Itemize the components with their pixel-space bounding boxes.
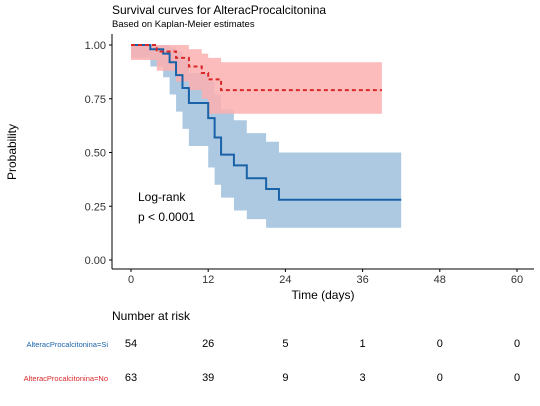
y-tick-label: 0.75 — [85, 94, 106, 106]
risk-row-label: AlteracProcalcitonina=No — [23, 374, 108, 383]
logrank-label: Log-rank — [138, 190, 186, 204]
chart-subtitle: Based on Kaplan-Meier estimates — [112, 19, 255, 30]
risk-count: 0 — [513, 338, 521, 350]
risk-count: 0 — [436, 338, 443, 350]
risk-count: 39 — [202, 372, 215, 384]
x-tick-label: 48 — [434, 274, 446, 286]
survival-line-2 — [131, 44, 382, 92]
y-tick-label: 0.50 — [85, 148, 106, 160]
y-tick-label: 0.25 — [85, 201, 106, 213]
x-tick-label: 36 — [356, 274, 368, 286]
risk-count: 0 — [513, 372, 521, 384]
risk-count: 9 — [282, 372, 289, 384]
pvalue-label: p < 0.0001 — [138, 210, 196, 224]
ci-band-1 — [131, 45, 402, 228]
risk-count: 0 — [436, 372, 443, 384]
risk-count: 1 — [359, 338, 366, 350]
risk-count: 54 — [124, 338, 138, 350]
y-tick-label: 1.00 — [85, 40, 106, 52]
risk-count: 26 — [202, 338, 215, 350]
y-tick-label: 0.00 — [85, 255, 106, 267]
risk-count: 3 — [359, 372, 366, 384]
x-tick-label: 12 — [202, 274, 214, 286]
risk-count: 5 — [282, 338, 289, 350]
x-tick-label: 0 — [128, 274, 134, 286]
y-axis-label: Probability — [5, 123, 19, 181]
x-axis-label: Time (days) — [292, 288, 355, 302]
x-tick-label: 60 — [511, 274, 523, 286]
x-tick-label: 24 — [279, 274, 291, 286]
risk-count: 63 — [124, 372, 138, 384]
survival-line-1 — [131, 44, 402, 201]
ci-band-2 — [131, 45, 382, 114]
risk-row-label: AlteracProcalcitonina=Si — [26, 340, 108, 349]
risk-table-title: Number at risk — [112, 309, 191, 323]
chart-title: Survival curves for AlteracProcalcitonin… — [112, 3, 327, 17]
